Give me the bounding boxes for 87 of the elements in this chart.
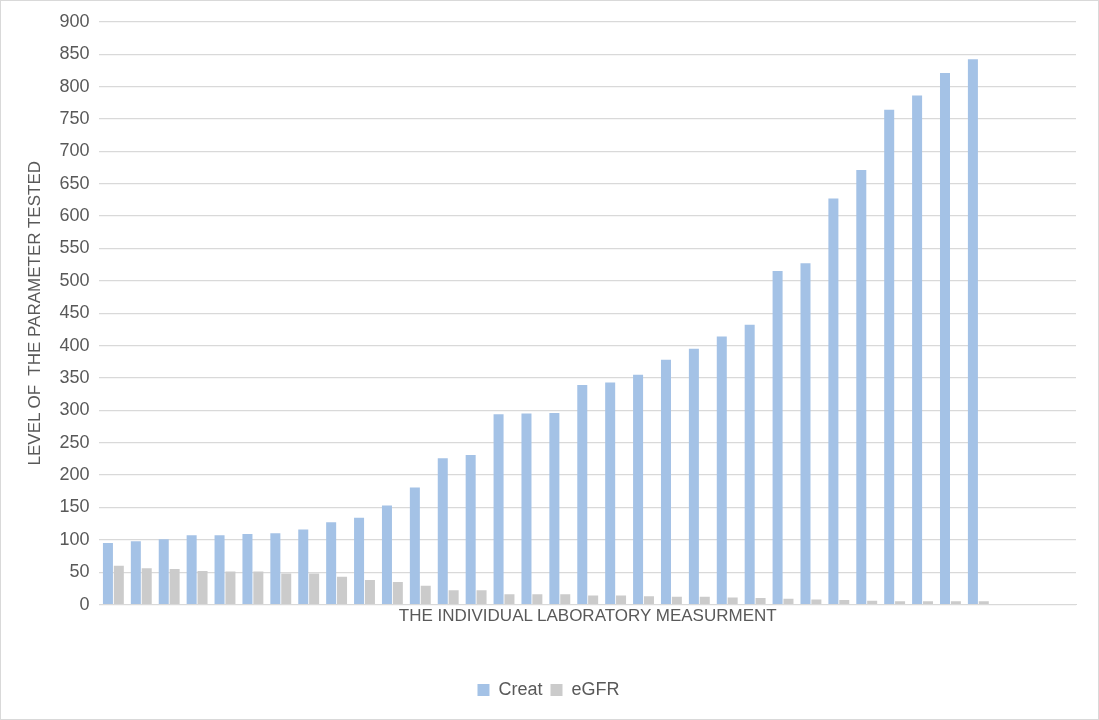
- bar: [783, 598, 794, 604]
- bar: [616, 595, 627, 604]
- bar: [214, 535, 225, 604]
- bar: [158, 539, 169, 604]
- y-tick-label: 550: [59, 237, 90, 258]
- bar: [716, 336, 727, 604]
- y-tick-label: 150: [59, 496, 90, 517]
- bar: [532, 594, 543, 604]
- y-tick-label: 500: [59, 269, 90, 290]
- bar: [437, 458, 448, 604]
- bar: [605, 382, 616, 604]
- bar: [772, 271, 783, 604]
- bar: [755, 598, 766, 604]
- bar: [895, 601, 906, 604]
- bar: [922, 601, 933, 604]
- bar: [549, 412, 560, 604]
- bar: [242, 534, 253, 604]
- bar: [978, 601, 989, 604]
- bar: [253, 571, 264, 604]
- bar: [660, 359, 671, 604]
- bar: [409, 487, 420, 604]
- bar: [130, 541, 141, 604]
- bar: [392, 581, 403, 604]
- bar: [169, 568, 180, 604]
- bar: [113, 565, 124, 604]
- bar: [364, 579, 375, 604]
- bar: [381, 505, 392, 604]
- bar: [197, 570, 208, 604]
- y-tick-label: 650: [59, 172, 90, 193]
- bar: [493, 414, 504, 604]
- bar: [828, 198, 839, 604]
- bar: [476, 590, 487, 604]
- bar: [950, 601, 961, 604]
- y-tick-label: 200: [59, 464, 90, 485]
- bar: [102, 543, 113, 604]
- bar: [867, 600, 878, 604]
- x-axis-title: THE INDIVIDUAL LABORATORY MEASURMENT: [398, 606, 777, 626]
- bar: [298, 529, 309, 604]
- bar: [856, 170, 867, 604]
- bar: [811, 599, 822, 604]
- bar: [225, 571, 236, 604]
- y-tick-label: 800: [59, 75, 90, 96]
- y-tick-label: 750: [59, 107, 90, 128]
- bar: [727, 597, 738, 604]
- bar: [337, 576, 348, 604]
- y-axis-title: LEVEL OF THE PARAMETER TESTED: [24, 160, 44, 466]
- bar: [671, 596, 682, 604]
- bar: [560, 594, 571, 604]
- bar: [940, 72, 951, 604]
- bar: [643, 596, 654, 604]
- y-tick-label: 600: [59, 205, 90, 226]
- bar: [839, 600, 850, 604]
- bar: [588, 595, 599, 604]
- bar: [744, 324, 755, 604]
- bar: [141, 568, 152, 604]
- legend-label: eGFR: [571, 678, 620, 699]
- bar: [420, 585, 431, 604]
- bar: [699, 596, 710, 604]
- y-tick-label: 350: [59, 366, 90, 387]
- y-tick-label: 700: [59, 140, 90, 161]
- bar: [354, 517, 365, 604]
- bar: [521, 413, 532, 604]
- y-tick-label: 300: [59, 399, 90, 420]
- bar: [504, 594, 515, 604]
- bar: [688, 348, 699, 604]
- y-tick-label: 900: [59, 10, 90, 31]
- y-tick-label: 0: [79, 593, 90, 614]
- y-tick-label: 250: [59, 431, 90, 452]
- y-tick-label: 100: [59, 528, 90, 549]
- legend-label: Creat: [498, 678, 543, 699]
- bar: [577, 385, 588, 604]
- bar: [448, 590, 459, 604]
- bar: [186, 535, 197, 604]
- bar: [309, 573, 320, 604]
- y-tick-label: 850: [59, 43, 90, 64]
- bar: [270, 533, 281, 604]
- bar: [884, 109, 895, 604]
- y-tick-label: 450: [59, 302, 90, 323]
- bar: [465, 455, 476, 604]
- bar: [967, 59, 978, 604]
- bar: [912, 95, 923, 604]
- bar: [633, 374, 644, 604]
- bar: [800, 263, 811, 604]
- y-tick-label: 50: [69, 561, 90, 582]
- bar: [326, 522, 337, 604]
- y-tick-label: 400: [59, 334, 90, 355]
- bar: [281, 573, 292, 604]
